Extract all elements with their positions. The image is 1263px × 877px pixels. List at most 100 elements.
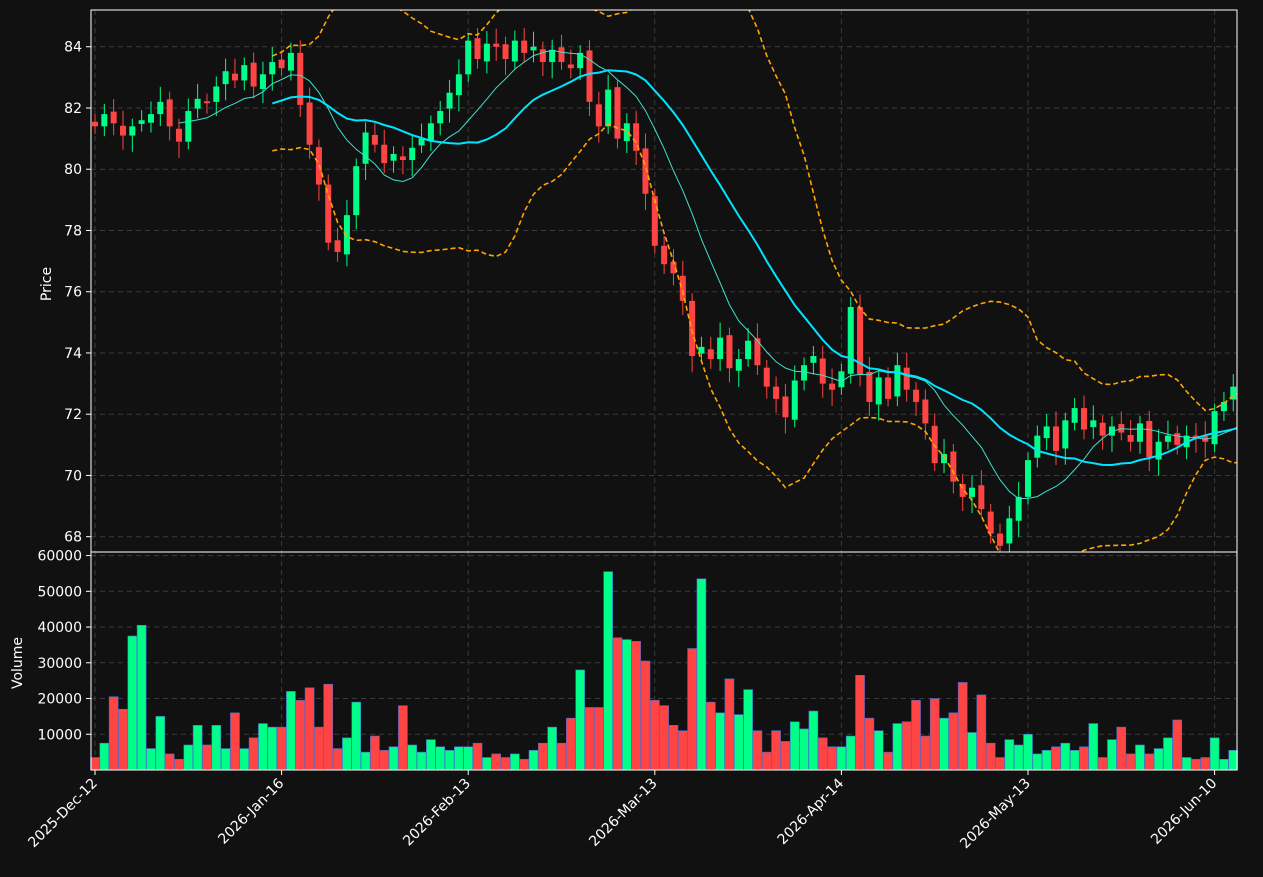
- volume-bar: [482, 757, 492, 771]
- volume-bar: [715, 712, 725, 771]
- candle-body: [1127, 435, 1134, 442]
- volume-bar: [127, 635, 138, 771]
- candle-body: [213, 86, 220, 102]
- volume-bar: [1051, 746, 1061, 771]
- candle-body: [539, 49, 546, 63]
- volume-bar: [118, 708, 128, 771]
- candle-body: [92, 121, 98, 127]
- candle-body: [418, 138, 425, 146]
- price-tick-label: 78: [64, 223, 82, 239]
- volume-bar: [519, 758, 529, 771]
- candle-body: [269, 62, 276, 75]
- candle-body: [698, 346, 705, 354]
- candle-body: [399, 156, 406, 161]
- volume-bar: [827, 746, 837, 771]
- candle-body: [194, 98, 201, 109]
- candle-body: [997, 533, 1004, 546]
- candle-body: [166, 99, 173, 127]
- candle-body: [670, 261, 677, 274]
- volume-bar: [1069, 750, 1080, 771]
- candle-body: [511, 40, 518, 62]
- candle-body: [390, 153, 397, 161]
- candle-body: [371, 134, 378, 145]
- volume-bar: [780, 741, 791, 771]
- candle-body: [689, 300, 696, 357]
- candle-body: [623, 123, 630, 142]
- volume-bar: [920, 735, 931, 771]
- volume-bar: [230, 712, 240, 771]
- candle-body: [437, 111, 444, 124]
- volume-bar: [314, 726, 324, 771]
- candle-body: [1155, 441, 1162, 460]
- candle-body: [819, 358, 826, 384]
- volume-bar: [1088, 723, 1099, 771]
- volume-bar: [1079, 746, 1089, 771]
- candle-body: [707, 349, 714, 360]
- volume-tick-label: 40000: [37, 620, 82, 636]
- candle-body: [978, 485, 985, 510]
- volume-bar: [883, 751, 893, 771]
- volume-bar: [155, 716, 166, 771]
- volume-bar: [323, 683, 334, 771]
- volume-bar: [108, 696, 119, 771]
- candle-body: [1043, 426, 1050, 439]
- volume-bar: [1228, 750, 1239, 771]
- candle-body: [633, 123, 640, 151]
- candle-body: [987, 511, 994, 534]
- volume-bar: [845, 735, 856, 771]
- candle-body: [1174, 433, 1181, 445]
- candle-body: [969, 487, 976, 497]
- candle-body: [735, 359, 742, 371]
- candle-body: [119, 125, 126, 136]
- volume-bar: [1163, 737, 1173, 771]
- volume-bar: [556, 742, 567, 771]
- volume-bar: [929, 698, 940, 771]
- candle-body: [586, 50, 593, 102]
- volume-bar: [1219, 758, 1229, 771]
- volume-bar: [687, 648, 697, 771]
- volume-bar: [1153, 748, 1164, 771]
- volume-bar: [799, 728, 809, 771]
- candle-body: [1211, 411, 1218, 445]
- price-tick-label: 76: [64, 285, 82, 301]
- volume-bar: [1191, 758, 1201, 771]
- candle-body: [353, 166, 360, 216]
- candle-body: [250, 62, 257, 87]
- volume-bar: [985, 742, 996, 771]
- candle-body: [493, 43, 500, 47]
- candle-body: [129, 126, 136, 136]
- candle-body: [549, 49, 556, 63]
- volume-bar: [1116, 726, 1127, 771]
- candle-body: [1136, 423, 1143, 442]
- volume-tick-label: 50000: [37, 584, 82, 600]
- candle-body: [241, 65, 248, 81]
- candle-body: [1071, 408, 1078, 423]
- candle-body: [1006, 518, 1013, 544]
- volume-tick-label: 30000: [37, 656, 82, 672]
- volume-bar: [640, 660, 651, 771]
- volume-bar: [789, 721, 800, 771]
- candle-body: [287, 52, 294, 71]
- candle-body: [427, 123, 434, 142]
- candle-body: [278, 59, 285, 69]
- price-tick-label: 80: [64, 162, 82, 178]
- volume-bar: [472, 742, 483, 771]
- candle-body: [838, 371, 845, 388]
- volume-bar: [957, 682, 968, 771]
- candle-body: [138, 120, 145, 124]
- volume-bar: [1172, 719, 1183, 771]
- candle-body: [502, 44, 509, 59]
- volume-bar: [967, 732, 977, 771]
- candle-body: [231, 73, 238, 81]
- volume-tick-label: 60000: [37, 549, 82, 565]
- candle-body: [521, 40, 528, 53]
- candle-body: [595, 104, 602, 127]
- candle-body: [726, 335, 733, 369]
- volume-bar: [463, 746, 474, 771]
- candle-body: [875, 377, 882, 405]
- candle-body: [1164, 435, 1171, 442]
- price-tick-label: 84: [64, 40, 82, 56]
- volume-bar: [995, 757, 1005, 771]
- volume-bar: [211, 725, 222, 771]
